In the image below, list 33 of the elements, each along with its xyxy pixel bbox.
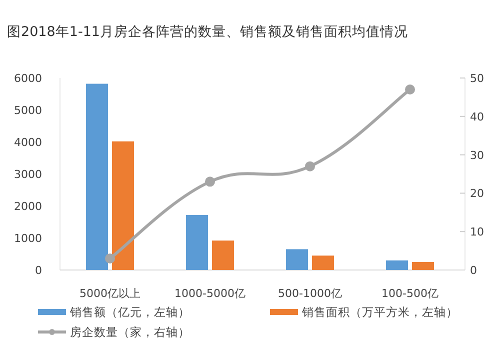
bar (312, 256, 334, 270)
y2-tick-label: 20 (470, 187, 484, 200)
legend-label: 销售额（亿元，左轴） (69, 305, 190, 319)
x-tick-label: 1000-5000亿 (174, 287, 246, 300)
bar (286, 249, 308, 270)
bar (86, 84, 108, 270)
y2-tick-label: 40 (470, 110, 484, 124)
y2-tick-label: 0 (470, 264, 477, 277)
bar (186, 214, 208, 270)
bar (212, 240, 234, 270)
y-tick-label: 4000 (14, 136, 42, 149)
legend-label: 房企数量（家，右轴） (70, 325, 190, 339)
point (205, 176, 215, 187)
x-tick-label: 5000亿以上 (80, 287, 140, 300)
y-tick-label: 3000 (14, 168, 42, 181)
y-tick-label: 1000 (14, 232, 42, 245)
y2-tick-label: 50 (470, 72, 484, 85)
x-tick-label: 500-1000亿 (278, 287, 342, 300)
y-tick-label: 6000 (14, 72, 42, 85)
chart-title: 图2018年1-11月房企各阵营的数量、销售额及销售面积均值情况 (7, 24, 408, 40)
bar (412, 262, 434, 270)
y2-tick-label: 10 (470, 226, 484, 239)
bar (386, 260, 408, 270)
point (305, 161, 315, 172)
y-tick-label: 0 (35, 264, 42, 277)
legend-label: 销售面积（万平方米，左轴） (301, 305, 458, 319)
y-tick-label: 2000 (14, 200, 42, 213)
y-tick-label: 5000 (14, 104, 42, 117)
point (405, 84, 415, 95)
bar (112, 141, 134, 270)
y2-tick-label: 30 (470, 148, 484, 162)
point (105, 253, 115, 264)
x-tick-label: 100-500亿 (382, 287, 438, 300)
